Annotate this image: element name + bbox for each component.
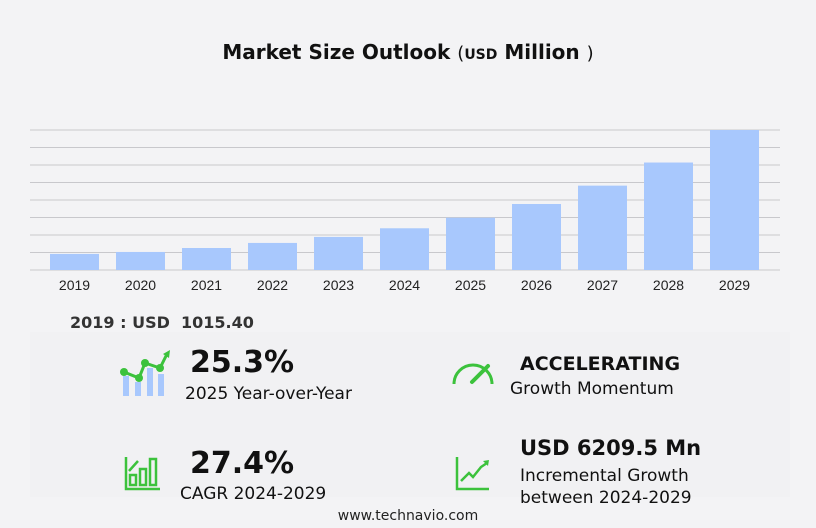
speedometer-icon (452, 363, 494, 385)
cagr-value: 27.4% (190, 446, 295, 481)
bar-2026 (512, 203, 561, 270)
x-tick-label: 2025 (455, 277, 486, 293)
bar-2029 (710, 130, 759, 270)
x-tick-label: 2027 (587, 277, 618, 293)
x-tick-label: 2020 (125, 277, 156, 293)
bar-2023 (314, 236, 363, 270)
x-tick-label: 2026 (521, 277, 552, 293)
bar-2027 (578, 185, 627, 270)
x-tick-label: 2024 (389, 277, 420, 293)
x-tick-label: 2021 (191, 277, 222, 293)
momentum-value: ACCELERATING (520, 353, 681, 375)
bar-2019 (50, 253, 99, 270)
x-tick-label: 2022 (257, 277, 288, 293)
bar-2024 (380, 228, 429, 270)
yoy-value: 25.3% (190, 345, 295, 380)
title-unit-suffix: Million (504, 40, 580, 64)
x-tick-label: 2028 (653, 277, 684, 293)
bar-2028 (644, 162, 693, 270)
momentum-label: Growth Momentum (510, 379, 674, 399)
line-growth-icon (455, 457, 489, 491)
incremental-period: between 2024-2029 (520, 488, 692, 508)
paren: ) (586, 43, 594, 64)
paren: ( (457, 43, 465, 64)
base-year-label: 2019 : USD (70, 313, 170, 332)
footer-url[interactable]: www.technavio.com (337, 508, 479, 524)
chart-title: Market Size Outlook (USD Million ) (0, 40, 816, 64)
base-year: 2019 : USD 1015.40 (70, 313, 254, 332)
bar-2021 (182, 247, 231, 270)
bar-growth-icon (124, 457, 160, 491)
bar-2020 (116, 251, 165, 270)
incremental-value: USD 6209.5 Mn (520, 436, 702, 460)
title-text: Market Size Outlook (222, 40, 451, 64)
bar-chart: 2019 2020 2021 2022 2023 2024 2025 2026 2027 2028… (30, 129, 780, 293)
growth-chart-icon (120, 350, 170, 396)
yoy-label: 2025 Year-over-Year (185, 384, 352, 404)
bar-2025 (446, 217, 495, 270)
title-unit: USD (464, 47, 498, 63)
x-tick-label: 2029 (719, 277, 750, 293)
x-tick-label: 2023 (323, 277, 354, 293)
bar-2022 (248, 242, 297, 270)
cagr-label: CAGR 2024-2029 (180, 484, 327, 504)
base-year-value: 1015.40 (181, 313, 254, 332)
incremental-label: Incremental Growth (520, 466, 689, 486)
x-tick-label: 2019 (59, 277, 90, 293)
